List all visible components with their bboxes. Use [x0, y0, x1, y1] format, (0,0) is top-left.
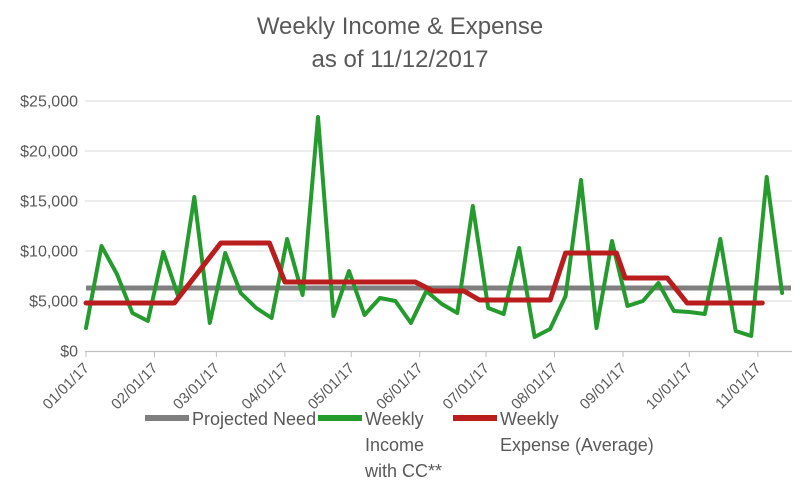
y-axis-label: $10,000 — [20, 244, 78, 261]
x-axis-label: 10/01/17 — [643, 360, 696, 413]
y-axis-label: $20,000 — [20, 144, 78, 161]
x-axis-label: 07/01/17 — [440, 360, 493, 413]
chart-title-line1: Weekly Income & Expense — [256, 13, 544, 40]
x-axis-label: 09/01/17 — [577, 360, 630, 413]
x-axis-label: 11/01/17 — [712, 360, 765, 413]
y-axis-label: $5,000 — [29, 294, 78, 311]
x-axis-label: 06/01/17 — [373, 360, 426, 413]
x-axis-label: 01/01/17 — [40, 360, 93, 413]
y-axis-label: $15,000 — [20, 194, 78, 211]
x-axis-label: 08/01/17 — [508, 360, 561, 413]
x-axis-label: 04/01/17 — [238, 360, 291, 413]
y-axis-label: $25,000 — [20, 94, 78, 111]
x-axis-label: 05/01/17 — [305, 360, 358, 413]
expense-line — [83, 240, 765, 306]
chart-title: Weekly Income & Expense as of 11/12/2017 — [0, 10, 800, 76]
income-line — [84, 115, 785, 339]
y-axis-label: $0 — [60, 344, 78, 361]
x-axis-label: 03/01/17 — [170, 360, 223, 413]
x-axis-label: 02/01/17 — [108, 360, 161, 413]
chart-title-line2: as of 11/12/2017 — [311, 46, 489, 73]
